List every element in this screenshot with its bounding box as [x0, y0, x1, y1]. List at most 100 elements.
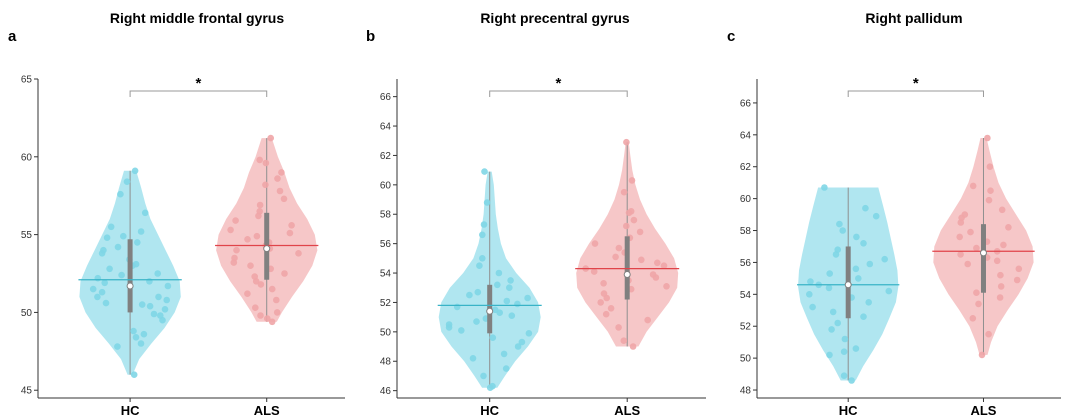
y-tick-label: 66 — [740, 98, 752, 109]
data-point — [103, 234, 111, 241]
median-marker — [623, 271, 631, 279]
category-label: HC — [121, 403, 140, 418]
data-point — [286, 229, 294, 237]
data-point — [840, 348, 848, 356]
violin-als — [215, 134, 319, 326]
significance-star: * — [556, 75, 562, 92]
data-point — [865, 299, 872, 306]
data-point — [164, 282, 172, 290]
data-point — [848, 377, 855, 384]
violin-als — [575, 138, 680, 350]
data-point — [473, 318, 480, 325]
data-point — [256, 156, 264, 164]
data-point — [480, 372, 487, 380]
data-point — [506, 284, 513, 292]
data-point — [638, 256, 645, 264]
data-point — [257, 312, 264, 319]
data-point — [247, 262, 254, 270]
data-point — [590, 268, 598, 275]
data-point — [956, 233, 963, 241]
data-point — [998, 206, 1006, 214]
data-point — [281, 270, 288, 277]
data-point — [489, 382, 496, 390]
category-label: ALS — [614, 403, 640, 418]
data-point — [841, 335, 849, 343]
y-tick-label: 60 — [21, 152, 33, 163]
y-tick-label: 66 — [380, 92, 392, 103]
y-tick-label: 60 — [380, 180, 392, 191]
significance-bracket — [847, 90, 984, 97]
data-point — [806, 291, 813, 298]
data-point — [985, 330, 992, 338]
data-point — [997, 271, 1004, 279]
data-point — [508, 312, 516, 320]
data-point — [1005, 224, 1012, 231]
data-point — [852, 345, 860, 352]
data-point — [131, 167, 139, 175]
data-point — [466, 291, 473, 299]
y-tick-label: 56 — [740, 258, 752, 269]
data-point — [107, 223, 115, 231]
panel-title: Right precentral gyrus — [480, 10, 630, 26]
data-point — [853, 233, 860, 241]
iqr-box — [127, 239, 133, 313]
data-point — [620, 188, 628, 196]
y-tick-label: 58 — [380, 210, 392, 221]
data-point — [627, 208, 635, 215]
data-point — [514, 300, 521, 308]
data-point — [483, 199, 491, 206]
data-point — [117, 190, 124, 198]
data-point — [973, 289, 980, 297]
data-point — [828, 326, 835, 333]
y-tick-label: 65 — [21, 75, 33, 86]
data-point — [146, 302, 154, 310]
panel-letter: c — [727, 28, 735, 45]
data-point — [495, 269, 503, 277]
data-point — [295, 250, 302, 257]
data-point — [969, 315, 977, 322]
y-tick-label: 50 — [21, 308, 33, 319]
data-point — [507, 277, 514, 284]
data-point — [615, 324, 622, 331]
data-point — [987, 187, 994, 194]
data-point — [268, 285, 276, 293]
y-tick-label: 52 — [740, 322, 752, 333]
y-tick-label: 50 — [740, 354, 752, 365]
median-marker — [844, 281, 852, 289]
data-point — [807, 278, 814, 285]
data-point — [993, 257, 1001, 265]
data-point — [961, 211, 969, 218]
data-point — [123, 178, 131, 185]
y-tick-label: 64 — [740, 130, 752, 141]
data-point — [157, 312, 164, 319]
data-point — [132, 260, 140, 268]
data-point — [612, 253, 619, 261]
data-point — [106, 265, 113, 273]
y-tick-label: 62 — [740, 162, 752, 173]
data-point — [252, 304, 259, 312]
data-point — [288, 222, 295, 229]
data-point — [620, 337, 628, 345]
data-point — [839, 227, 846, 234]
data-point — [100, 246, 107, 254]
data-point — [458, 327, 465, 334]
data-point — [268, 318, 276, 326]
y-tick-label: 50 — [380, 327, 392, 338]
data-point — [973, 244, 980, 252]
data-point — [278, 169, 285, 176]
data-point — [262, 159, 270, 167]
data-point — [256, 201, 264, 209]
data-point — [660, 262, 668, 270]
y-tick-label: 58 — [740, 226, 752, 237]
data-point — [89, 285, 97, 293]
data-point — [997, 283, 1005, 290]
data-point — [600, 290, 608, 297]
data-point — [649, 271, 657, 278]
median-marker — [263, 245, 271, 253]
data-point — [836, 220, 843, 228]
data-point — [273, 296, 280, 304]
data-point — [94, 274, 102, 282]
data-point — [591, 240, 599, 247]
data-point — [607, 305, 615, 312]
data-point — [826, 351, 833, 359]
